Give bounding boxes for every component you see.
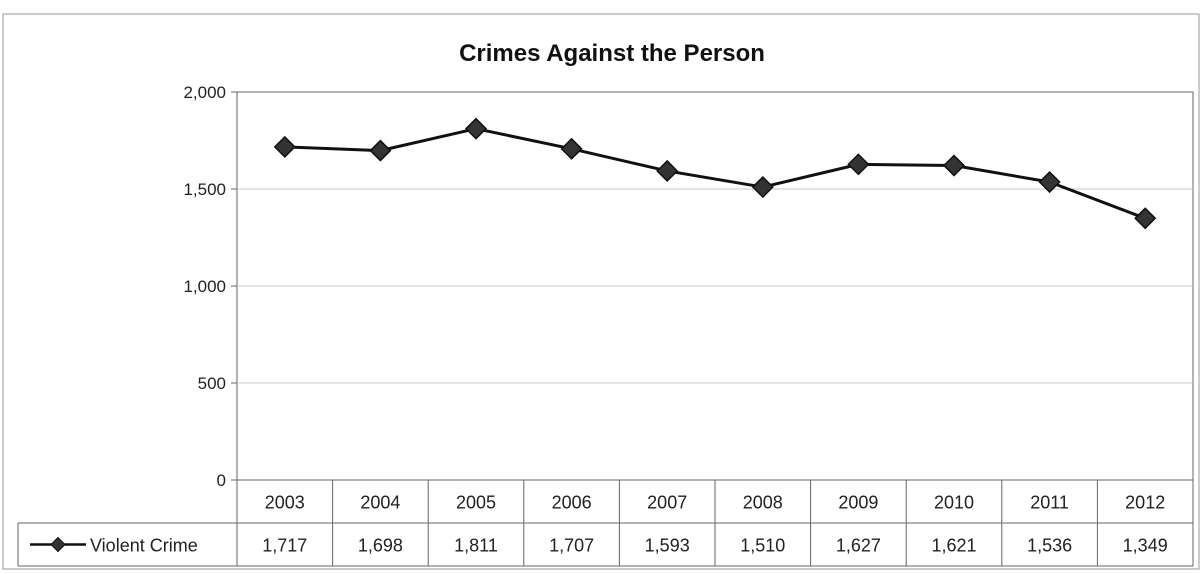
series-line	[284, 127, 1146, 220]
y-tick-label: 1,500	[183, 180, 226, 199]
data-point-2009	[847, 153, 870, 176]
data-point-2010	[942, 154, 966, 177]
data-point-2005	[464, 117, 488, 140]
table-data-value: 1,707	[549, 536, 594, 556]
table-data-value: 1,510	[740, 536, 785, 556]
y-tick-label: 500	[198, 374, 226, 393]
data-point-2008	[751, 175, 774, 199]
table-data-value: 1,349	[1123, 536, 1168, 556]
x-category-label: 2006	[552, 493, 592, 513]
x-category-label: 2003	[265, 493, 305, 513]
data-table: 2003 2004 2005 2006 2007 2008 2009 2010 2011 2012…	[17, 480, 1194, 567]
y-tick-label: 1,000	[183, 277, 226, 296]
chart-title: Crimes Against the Person	[459, 40, 765, 67]
table-data-value: 1,698	[358, 536, 403, 556]
table-data-value: 1,717	[262, 536, 307, 556]
x-category-label: 2007	[647, 493, 687, 513]
data-point-2006	[560, 137, 583, 160]
y-tick-label: 0	[217, 471, 226, 490]
table-data-value: 1,621	[931, 536, 976, 556]
data-point-2003	[273, 135, 296, 158]
table-data-value: 1,593	[645, 536, 690, 556]
x-category-label: 2012	[1125, 493, 1165, 513]
chart-background	[2, 13, 1200, 570]
data-point-2011	[1038, 170, 1061, 194]
data-point-2012	[1134, 207, 1157, 230]
table-data-value: 1,811	[454, 536, 498, 556]
x-category-label: 2009	[838, 493, 878, 513]
x-category-label: 2008	[743, 493, 783, 513]
table-data-value: 1,627	[836, 536, 881, 556]
legend-key-marker	[50, 536, 66, 553]
series-violent-crime	[273, 117, 1157, 230]
legend-series-name: Violent Crime	[90, 536, 198, 556]
x-category-label: 2011	[1030, 493, 1069, 513]
data-point-2007	[656, 159, 679, 183]
x-category-label: 2005	[456, 493, 496, 513]
data-point-2004	[369, 139, 392, 162]
y-axis: 0 500 1,000 1,500 2,000	[183, 83, 237, 490]
x-category-label: 2010	[934, 493, 974, 513]
table-data-value: 1,536	[1027, 536, 1072, 556]
x-category-label: 2004	[360, 493, 400, 513]
y-tick-label: 2,000	[183, 83, 226, 102]
